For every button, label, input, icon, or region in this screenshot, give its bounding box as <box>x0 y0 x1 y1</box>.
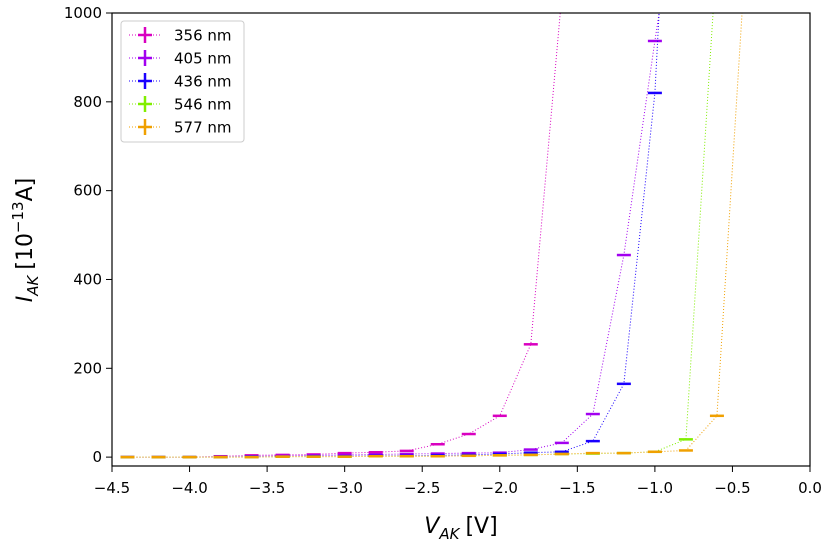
plot-frame <box>111 12 811 467</box>
legend-label: 405 nm <box>174 50 232 68</box>
y-tick-label: 600 <box>73 182 102 200</box>
y-tick-label: 0 <box>92 448 102 466</box>
y-tick-label: 800 <box>73 93 102 111</box>
x-tick-label: −1.5 <box>559 479 595 497</box>
legend-label: 546 nm <box>174 96 232 114</box>
y-label-subscript: AK <box>24 274 42 296</box>
x-tick-label: −4.0 <box>171 479 207 497</box>
x-label-unit: [V] <box>465 514 497 539</box>
plot-area <box>120 13 743 459</box>
y-label-exponent: −13 <box>9 201 27 233</box>
x-tick-label: −2.5 <box>404 479 440 497</box>
x-tick-label: 0.0 <box>798 479 822 497</box>
x-tick-label: −1.0 <box>637 479 673 497</box>
legend-label: 436 nm <box>174 73 232 91</box>
x-tick-label: −0.5 <box>714 479 750 497</box>
y-tick-label: 400 <box>73 270 102 288</box>
x-tick-label: −3.5 <box>249 479 285 497</box>
legend: 356 nm 405 nm 436 nm 546 nm 577 nm <box>120 20 245 143</box>
x-tick-label: −4.5 <box>94 479 130 497</box>
legend-box <box>120 20 245 143</box>
legend-label: 356 nm <box>174 27 232 45</box>
y-label-unit: [10 <box>13 233 38 270</box>
y-axis-label: IAK [10−13A] <box>9 178 42 302</box>
y-label-rest: A] <box>13 178 38 202</box>
x-axis-label: VAK [V] <box>424 514 497 543</box>
x-label-symbol: V <box>424 514 441 539</box>
y-label-symbol: I <box>13 296 38 303</box>
y-tick-label: 200 <box>73 359 102 377</box>
legend-label: 577 nm <box>174 119 232 137</box>
x-label-subscript: AK <box>438 525 460 543</box>
x-tick-label: −2.0 <box>482 479 518 497</box>
y-tick-label: 1000 <box>64 4 102 22</box>
x-tick-label: −3.0 <box>326 479 362 497</box>
